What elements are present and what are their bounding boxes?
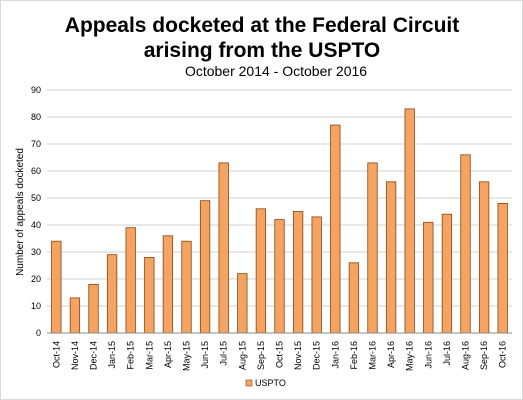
bar	[405, 109, 415, 333]
bar	[219, 163, 229, 333]
bar	[442, 214, 452, 333]
bar	[70, 298, 80, 333]
x-tick-label: Nov-14	[70, 341, 80, 370]
x-tick-label: Jun-16	[423, 341, 433, 369]
bar	[498, 203, 508, 333]
bar	[349, 263, 359, 333]
bar	[107, 255, 117, 333]
x-tick-label: Jul-15	[219, 341, 229, 366]
x-tick-label: Oct-14	[51, 341, 61, 368]
bar	[461, 155, 471, 333]
y-tick-label: 20	[31, 274, 41, 284]
y-axis-ticks: 0 10 20 30 40 50 60 70 80 90	[31, 85, 41, 338]
x-tick-label: Sep-15	[256, 341, 266, 370]
x-tick-label: Oct-16	[498, 341, 508, 368]
x-tick-label: Jul-16	[442, 341, 452, 366]
x-tick-label: Jun-15	[200, 341, 210, 369]
y-tick-label: 50	[31, 193, 41, 203]
y-tick-label: 90	[31, 85, 41, 95]
bar	[126, 228, 136, 333]
bar	[89, 284, 99, 333]
chart-title-line-2: arising from the USPTO	[144, 39, 381, 62]
bar	[331, 125, 341, 333]
bar	[312, 217, 322, 333]
x-tick-label: Nov-15	[293, 341, 303, 370]
x-tick-label: Mar-16	[368, 341, 378, 370]
legend-label: USPTO	[255, 378, 286, 388]
x-tick-label: Aug-16	[461, 341, 471, 370]
bar	[163, 236, 173, 333]
x-tick-label: Oct-15	[275, 341, 285, 368]
x-tick-label: Apr-15	[163, 341, 173, 368]
y-tick-label: 30	[31, 247, 41, 257]
bars	[52, 109, 508, 333]
y-tick-label: 80	[31, 112, 41, 122]
x-tick-label: May-15	[182, 341, 192, 371]
y-tick-label: 0	[36, 328, 41, 338]
x-tick-label: Dec-14	[89, 341, 99, 370]
bar	[182, 241, 192, 333]
bar	[200, 201, 210, 333]
x-tick-label: Jan-15	[107, 341, 117, 369]
y-tick-label: 10	[31, 301, 41, 311]
bar	[275, 220, 285, 333]
x-tick-label: Mar-15	[144, 341, 154, 370]
x-tick-label: Sep-16	[479, 341, 489, 370]
chart-subtitle: October 2014 - October 2016	[185, 63, 367, 79]
chart-title-line-1: Appeals docketed at the Federal Circuit	[65, 14, 459, 37]
bar	[479, 182, 489, 333]
y-axis-label: Number of appeals docketed	[15, 148, 26, 276]
bar	[52, 241, 62, 333]
bar	[256, 209, 266, 333]
x-tick-label: May-16	[405, 341, 415, 371]
x-tick-label: Apr-16	[386, 341, 396, 368]
bar	[424, 222, 434, 333]
x-tick-label: Jan-16	[330, 341, 340, 369]
x-tick-label: Dec-15	[312, 341, 322, 370]
y-tick-label: 60	[31, 166, 41, 176]
y-tick-label: 40	[31, 220, 41, 230]
bar	[238, 274, 248, 333]
bar	[368, 163, 378, 333]
x-tick-label: Aug-15	[237, 341, 247, 370]
bar	[145, 257, 155, 333]
x-axis-ticks: Oct-14 Nov-14 Dec-14 Jan-15 Feb-15 Mar-15 Apr-…	[51, 341, 507, 371]
x-tick-label: Feb-15	[126, 341, 136, 370]
y-tick-label: 70	[31, 139, 41, 149]
bar	[293, 212, 303, 334]
x-tick-label: Feb-16	[349, 341, 359, 370]
bar	[386, 182, 396, 333]
legend-swatch	[246, 380, 252, 386]
